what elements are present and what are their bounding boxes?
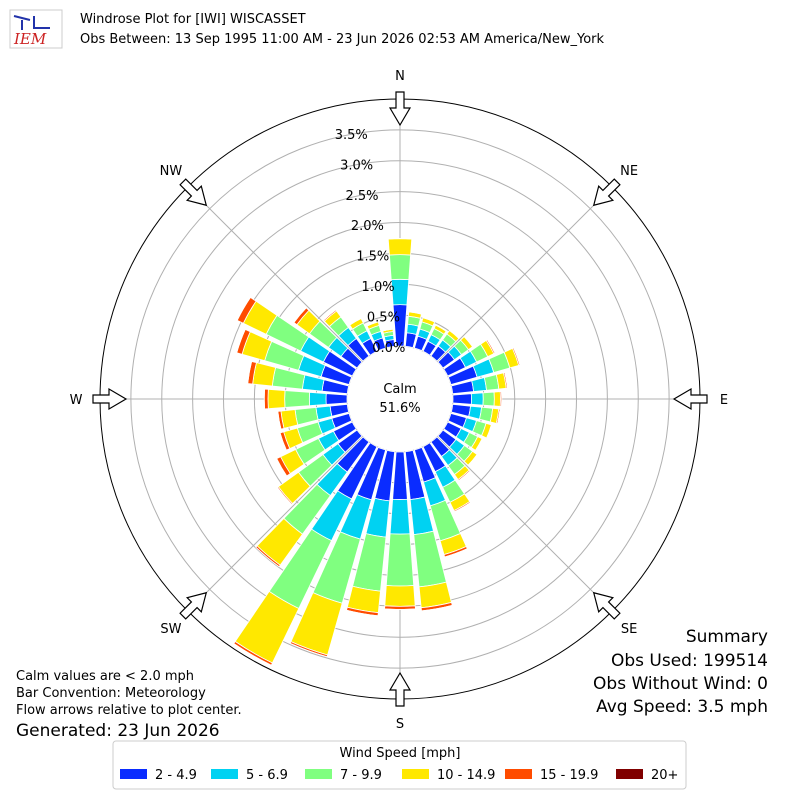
bar-segment: [326, 394, 347, 405]
calm-circle: [350, 349, 450, 449]
note: Bar Convention: Meteorology: [16, 686, 206, 701]
chart-title: Windrose Plot for [IWI] WISCASSET: [80, 12, 306, 27]
compass-label: N: [395, 69, 405, 84]
legend-label: 15 - 19.9: [540, 768, 598, 783]
r-tick-label: 0.5%: [367, 310, 400, 325]
legend-title: Wind Speed [mph]: [340, 746, 461, 761]
summary-line: Avg Speed: 3.5 mph: [596, 697, 768, 717]
legend-swatch: [120, 769, 147, 779]
legend-label: 20+: [651, 768, 678, 783]
compass-label: SW: [160, 622, 181, 637]
compass-label: S: [396, 717, 404, 732]
bar-segment: [268, 389, 285, 408]
legend-swatch: [211, 769, 238, 779]
bar-segment: [285, 391, 310, 408]
bar-segment: [494, 392, 500, 407]
r-tick-label: 1.5%: [356, 250, 389, 265]
bar-segment: [385, 585, 415, 606]
calm-value: 51.6%: [379, 401, 420, 416]
note: Flow arrows relative to plot center.: [16, 703, 242, 718]
compass-label: E: [720, 393, 728, 408]
compass-label: W: [70, 393, 83, 408]
bar-segment: [264, 389, 268, 409]
compass-label: NE: [620, 164, 638, 179]
bar-segment: [386, 534, 413, 586]
r-tick-label: 3.5%: [335, 128, 368, 143]
summary-line: Obs Without Wind: 0: [593, 674, 768, 694]
legend-label: 5 - 6.9: [246, 768, 288, 783]
legend-swatch: [616, 769, 643, 779]
compass-label: NW: [160, 164, 183, 179]
legend-swatch: [305, 769, 332, 779]
r-tick-label: 1.0%: [362, 280, 395, 295]
legend-label: 10 - 14.9: [437, 768, 495, 783]
bar-segment: [389, 255, 410, 280]
r-tick-label: 2.5%: [345, 189, 378, 204]
r-tick-label: 0.0%: [372, 341, 405, 356]
generated: Generated: 23 Jun 2026: [16, 721, 220, 741]
legend-swatch: [505, 769, 532, 779]
logo-text: IEM: [13, 30, 47, 48]
calm-label: Calm: [383, 382, 416, 397]
logo-icon: [14, 16, 50, 30]
bar-segment: [471, 393, 483, 405]
summary-line: Obs Used: 199514: [611, 651, 768, 671]
legend: Wind Speed [mph] 2 - 4.9 5 - 6.9 7 - 9.9 10…: [113, 741, 686, 789]
legend-swatch: [402, 769, 429, 779]
note: Calm values are < 2.0 mph: [16, 669, 194, 684]
bar-segment: [390, 499, 410, 534]
legend-label: 2 - 4.9: [155, 768, 197, 783]
bar-segment: [453, 394, 472, 404]
compass-label: SE: [621, 622, 637, 637]
bar-segment: [483, 392, 494, 406]
logo: IEM: [10, 10, 62, 48]
r-tick-label: 3.0%: [340, 158, 373, 173]
chart-subtitle: Obs Between: 13 Sep 1995 11:00 AM - 23 J…: [80, 32, 605, 47]
bar-segment: [388, 239, 412, 255]
summary-line: Summary: [686, 627, 768, 647]
plot-area: Calm 51.6% 0.0% 0.5% 1.0% 1.5% 2.0% 2.5% 3.0% 3.5…: [70, 69, 729, 732]
bar-segment: [309, 392, 326, 405]
legend-label: 7 - 9.9: [340, 768, 382, 783]
r-tick-label: 2.0%: [351, 219, 384, 234]
